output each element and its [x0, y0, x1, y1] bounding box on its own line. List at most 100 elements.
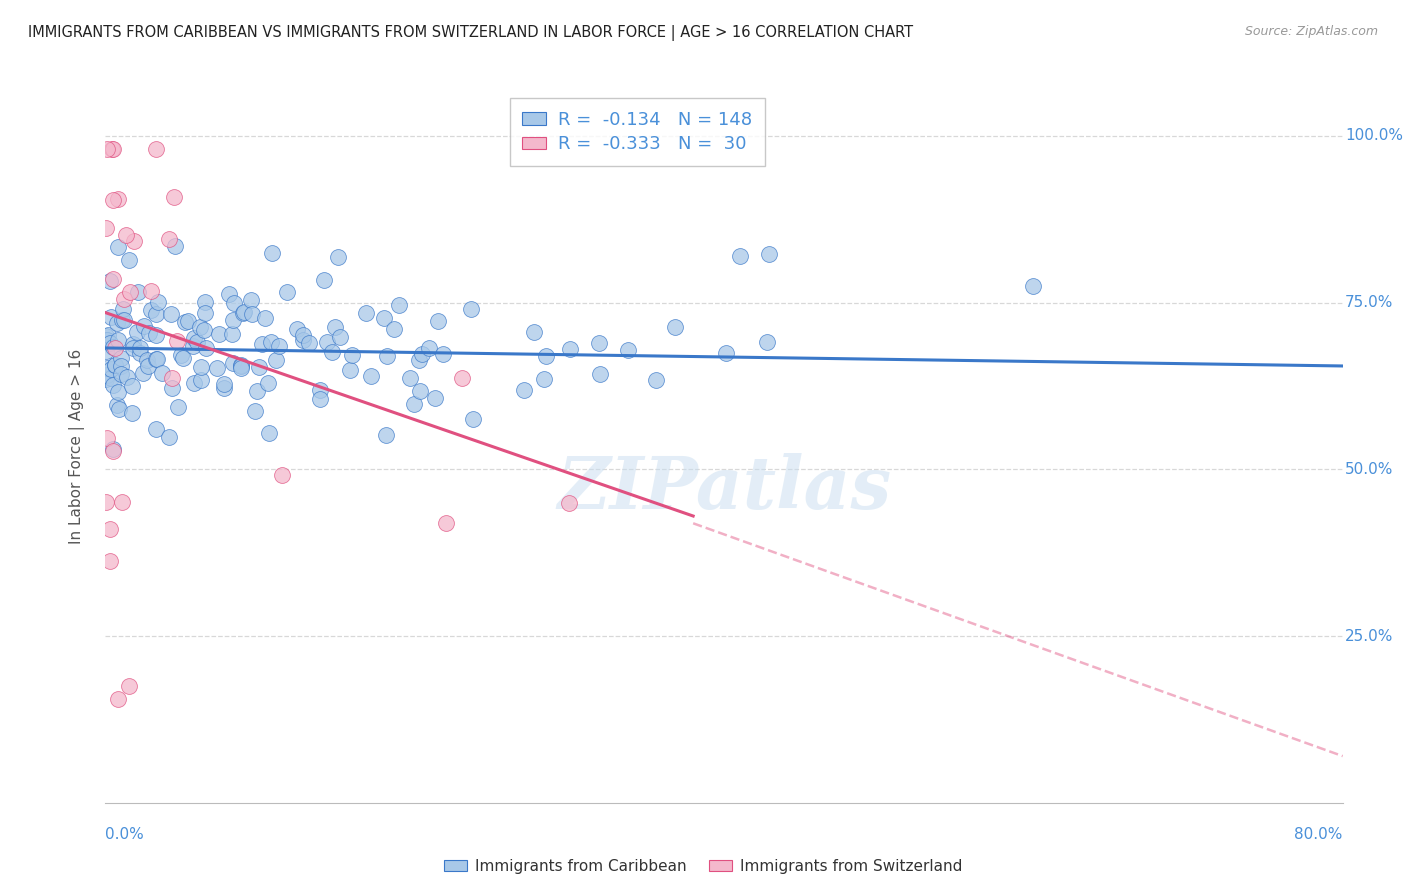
Point: [314, 273, 336, 287]
Point: [107, 192, 129, 206]
Point: [111, 301, 134, 316]
Point: [309, 392, 332, 406]
Point: [152, 366, 174, 380]
Point: [145, 142, 167, 156]
Point: [218, 286, 240, 301]
Point: [141, 285, 163, 299]
Point: [375, 428, 398, 442]
Point: [558, 496, 581, 510]
Point: [110, 367, 132, 381]
Point: [588, 335, 610, 350]
Point: [418, 341, 440, 355]
Point: [588, 367, 610, 381]
Point: [98, 335, 121, 350]
Point: [120, 285, 142, 299]
Point: [233, 305, 256, 319]
Legend: R =  -0.134   N = 148, R =  -0.333   N =  30: R = -0.134 N = 148, R = -0.333 N = 30: [510, 98, 765, 166]
Point: [533, 372, 555, 386]
Point: [408, 352, 430, 367]
Point: [664, 320, 686, 334]
Text: IMMIGRANTS FROM CARIBBEAN VS IMMIGRANTS FROM SWITZERLAND IN LABOR FORCE | AGE > : IMMIGRANTS FROM CARIBBEAN VS IMMIGRANTS …: [28, 25, 914, 41]
Point: [98, 522, 121, 536]
Legend: Immigrants from Caribbean, Immigrants from Switzerland: Immigrants from Caribbean, Immigrants fr…: [437, 853, 969, 880]
Point: [177, 313, 200, 327]
Point: [257, 426, 280, 441]
Point: [231, 358, 253, 372]
Point: [111, 495, 134, 509]
Point: [285, 322, 308, 336]
Point: [114, 228, 136, 243]
Point: [242, 307, 264, 321]
Point: [104, 358, 127, 372]
Point: [427, 314, 450, 328]
Point: [190, 373, 212, 387]
Point: [101, 193, 124, 207]
Point: [96, 142, 118, 156]
Point: [193, 323, 215, 337]
Point: [148, 294, 170, 309]
Point: [257, 376, 280, 391]
Point: [194, 306, 217, 320]
Point: [617, 343, 640, 357]
Point: [122, 341, 145, 355]
Point: [101, 378, 124, 392]
Point: [388, 298, 411, 312]
Text: 50.0%: 50.0%: [1346, 462, 1393, 477]
Text: 75.0%: 75.0%: [1346, 295, 1393, 310]
Point: [460, 301, 482, 316]
Point: [340, 348, 363, 362]
Point: [98, 554, 121, 568]
Text: 100.0%: 100.0%: [1346, 128, 1403, 144]
Point: [326, 250, 349, 264]
Point: [110, 351, 132, 365]
Point: [98, 274, 121, 288]
Point: [97, 328, 120, 343]
Point: [425, 391, 447, 405]
Point: [174, 315, 197, 329]
Point: [105, 398, 128, 412]
Point: [132, 366, 155, 380]
Point: [297, 335, 319, 350]
Point: [408, 384, 430, 399]
Point: [112, 293, 135, 307]
Point: [163, 190, 186, 204]
Point: [101, 444, 124, 458]
Point: [644, 373, 666, 387]
Point: [145, 328, 167, 343]
Point: [264, 353, 287, 368]
Point: [231, 359, 253, 373]
Point: [138, 326, 160, 340]
Point: [231, 361, 253, 376]
Point: [260, 334, 283, 349]
Point: [145, 351, 167, 366]
Point: [463, 412, 485, 426]
Point: [160, 381, 183, 395]
Text: 25.0%: 25.0%: [1346, 629, 1393, 643]
Point: [96, 333, 118, 347]
Point: [755, 335, 778, 350]
Point: [163, 239, 186, 253]
Point: [267, 339, 290, 353]
Point: [107, 692, 129, 706]
Point: [121, 379, 143, 393]
Point: [101, 142, 124, 156]
Point: [214, 377, 236, 392]
Point: [243, 404, 266, 418]
Point: [411, 347, 433, 361]
Text: Source: ZipAtlas.com: Source: ZipAtlas.com: [1244, 25, 1378, 38]
Point: [246, 384, 269, 398]
Point: [434, 516, 457, 530]
Point: [166, 334, 188, 348]
Point: [354, 306, 377, 320]
Point: [103, 442, 125, 456]
Point: [404, 397, 426, 411]
Point: [321, 345, 343, 359]
Point: [145, 422, 167, 436]
Point: [100, 142, 122, 156]
Point: [96, 361, 118, 376]
Point: [188, 320, 211, 334]
Point: [145, 307, 167, 321]
Point: [339, 362, 361, 376]
Point: [260, 245, 283, 260]
Point: [129, 342, 152, 356]
